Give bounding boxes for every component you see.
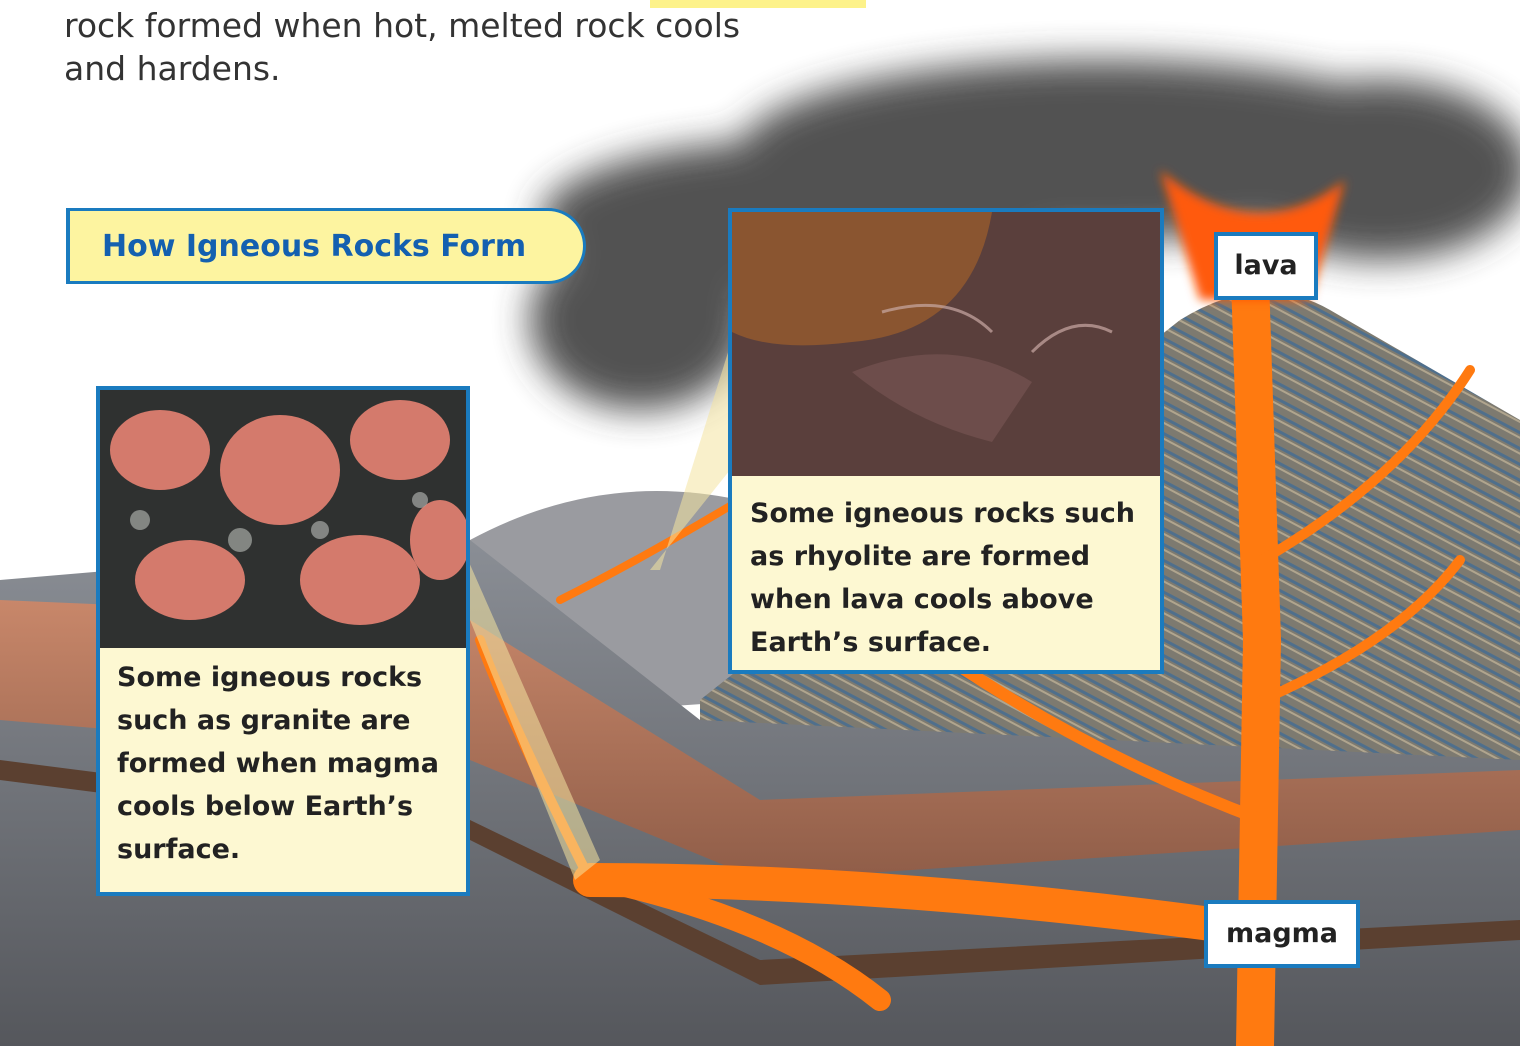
rhyolite-callout: Some igneous rocks such as rhyolite are … — [728, 208, 1164, 674]
caption-line: Some igneous rocks — [117, 656, 439, 699]
banner-title: How Igneous Rocks Form — [102, 229, 526, 264]
intro-line: and hardens. — [64, 49, 281, 88]
page: rock formed when hot, melted rock cools … — [0, 0, 1520, 1046]
callout-caption: Some igneous rocks such as rhyolite are … — [750, 492, 1135, 664]
caption-line: surface. — [117, 828, 439, 871]
granite-callout: Some igneous rocks such as granite are f… — [96, 386, 470, 896]
caption-line: when lava cools above — [750, 578, 1135, 621]
callout-caption: Some igneous rocks such as granite are f… — [117, 656, 439, 871]
caption-line: Earth’s surface. — [750, 621, 1135, 664]
caption-line: formed when magma — [117, 742, 439, 785]
lava-label: lava — [1214, 232, 1318, 300]
rhyolite-photo — [732, 212, 1160, 476]
intro-line: rock formed when hot, melted rock cools — [64, 6, 740, 45]
granite-photo — [100, 390, 466, 648]
caption-line: such as granite are — [117, 699, 439, 742]
caption-line: Some igneous rocks such — [750, 492, 1135, 535]
magma-label: magma — [1204, 900, 1360, 968]
caption-line: as rhyolite are formed — [750, 535, 1135, 578]
caption-line: cools below Earth’s — [117, 785, 439, 828]
section-banner: How Igneous Rocks Form — [66, 208, 586, 284]
